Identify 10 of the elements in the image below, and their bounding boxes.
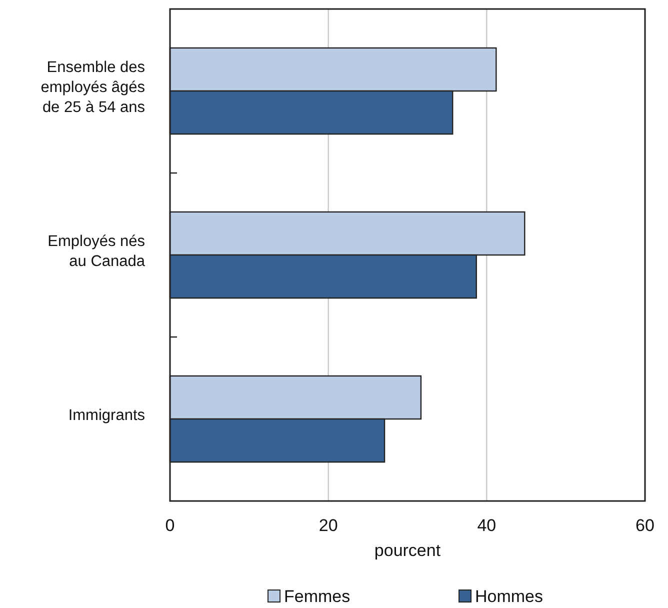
y-tick-label: Ensemble des employés âgés de 25 à 54 ans	[40, 59, 146, 116]
x-tick-label: 0	[165, 516, 175, 535]
x-tick-label: 20	[318, 516, 338, 535]
y-tick-label: Employés nés au Canada	[48, 233, 146, 270]
x-axis-title: pourcent	[374, 541, 441, 560]
y-tick-label: Immigrants	[68, 407, 146, 424]
x-tick-label: 60	[636, 516, 654, 535]
legend-label: Hommes	[475, 587, 544, 606]
legend-label: Femmes	[284, 587, 350, 606]
x-tick-label: 40	[477, 516, 496, 535]
